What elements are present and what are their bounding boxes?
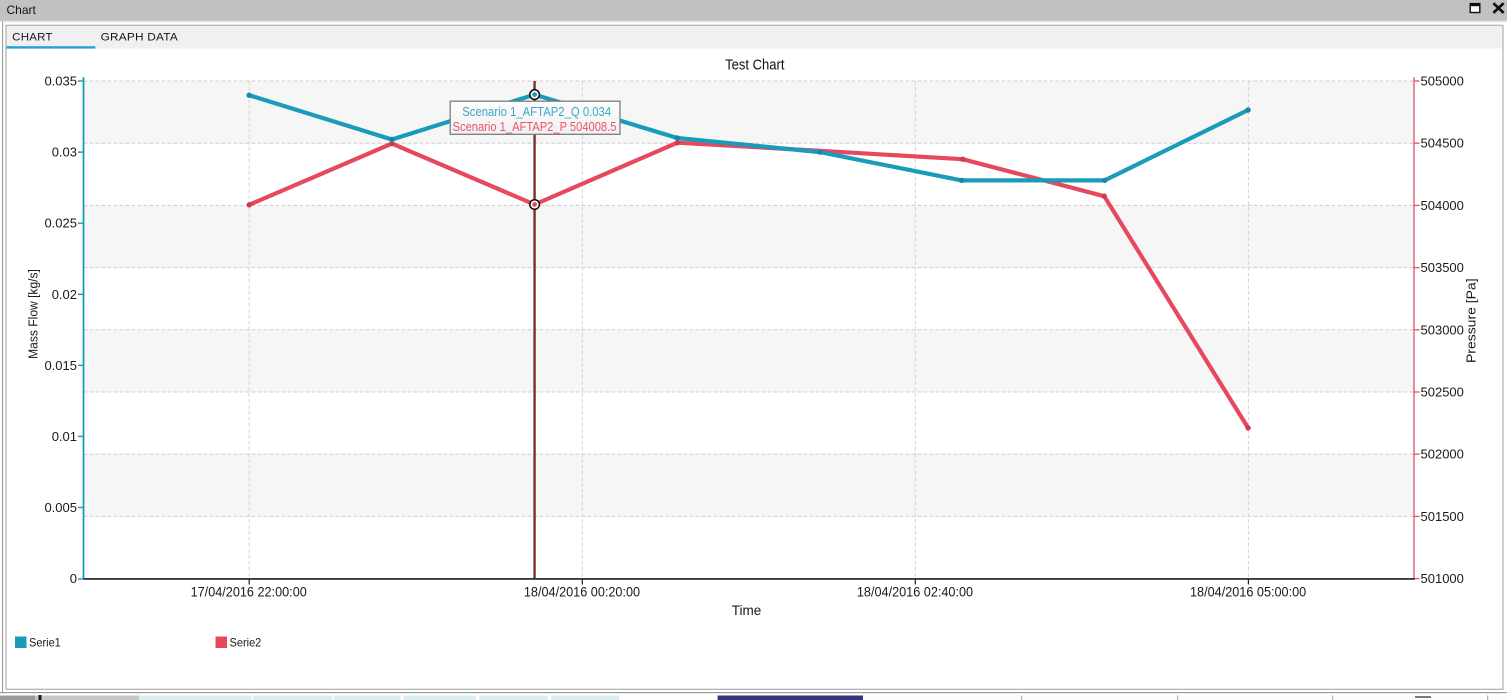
svg-text:Pressure [Pa]: Pressure [Pa] [1464, 278, 1479, 363]
svg-text:502500: 502500 [1421, 385, 1464, 400]
svg-text:Mass Flow [kg/s]: Mass Flow [kg/s] [25, 269, 40, 359]
svg-text:0.03: 0.03 [52, 145, 77, 160]
svg-text:0.015: 0.015 [44, 358, 77, 373]
svg-text:0.005: 0.005 [44, 500, 77, 515]
svg-text:0.035: 0.035 [44, 74, 77, 89]
svg-text:0.01: 0.01 [52, 429, 77, 444]
svg-text:504500: 504500 [1421, 136, 1464, 151]
svg-text:0.025: 0.025 [44, 216, 77, 231]
svg-text:18/04/2016 00:20:00: 18/04/2016 00:20:00 [524, 585, 641, 600]
svg-text:0.02: 0.02 [52, 287, 77, 302]
svg-text:18/04/2016 05:00:00: 18/04/2016 05:00:00 [1190, 585, 1307, 600]
svg-text:17/04/2016 22:00:00: 17/04/2016 22:00:00 [191, 585, 308, 600]
svg-text:Test Chart: Test Chart [725, 57, 785, 74]
svg-text:18/04/2016 02:40:00: 18/04/2016 02:40:00 [857, 585, 974, 600]
svg-text:505000: 505000 [1421, 74, 1464, 89]
svg-text:502000: 502000 [1421, 447, 1464, 462]
svg-text:Serie1: Serie1 [29, 636, 61, 650]
svg-text:Serie2: Serie2 [230, 636, 262, 650]
svg-text:501500: 501500 [1421, 509, 1464, 524]
svg-text:501000: 501000 [1421, 571, 1464, 586]
svg-text:Time: Time [732, 602, 762, 618]
svg-text:GRAPH DATA: GRAPH DATA [101, 32, 179, 44]
svg-text:504000: 504000 [1421, 198, 1464, 213]
svg-text:0: 0 [70, 571, 77, 586]
svg-text:Chart: Chart [7, 3, 37, 17]
svg-text:503000: 503000 [1421, 322, 1464, 337]
svg-text:Scenario 1_AFTAP2_Q 0.034: Scenario 1_AFTAP2_Q 0.034 [462, 104, 611, 119]
svg-text:503500: 503500 [1421, 260, 1464, 275]
svg-text:CHART: CHART [12, 32, 53, 44]
svg-text:Scenario 1_AFTAP2_P 504008.5: Scenario 1_AFTAP2_P 504008.5 [453, 119, 617, 134]
